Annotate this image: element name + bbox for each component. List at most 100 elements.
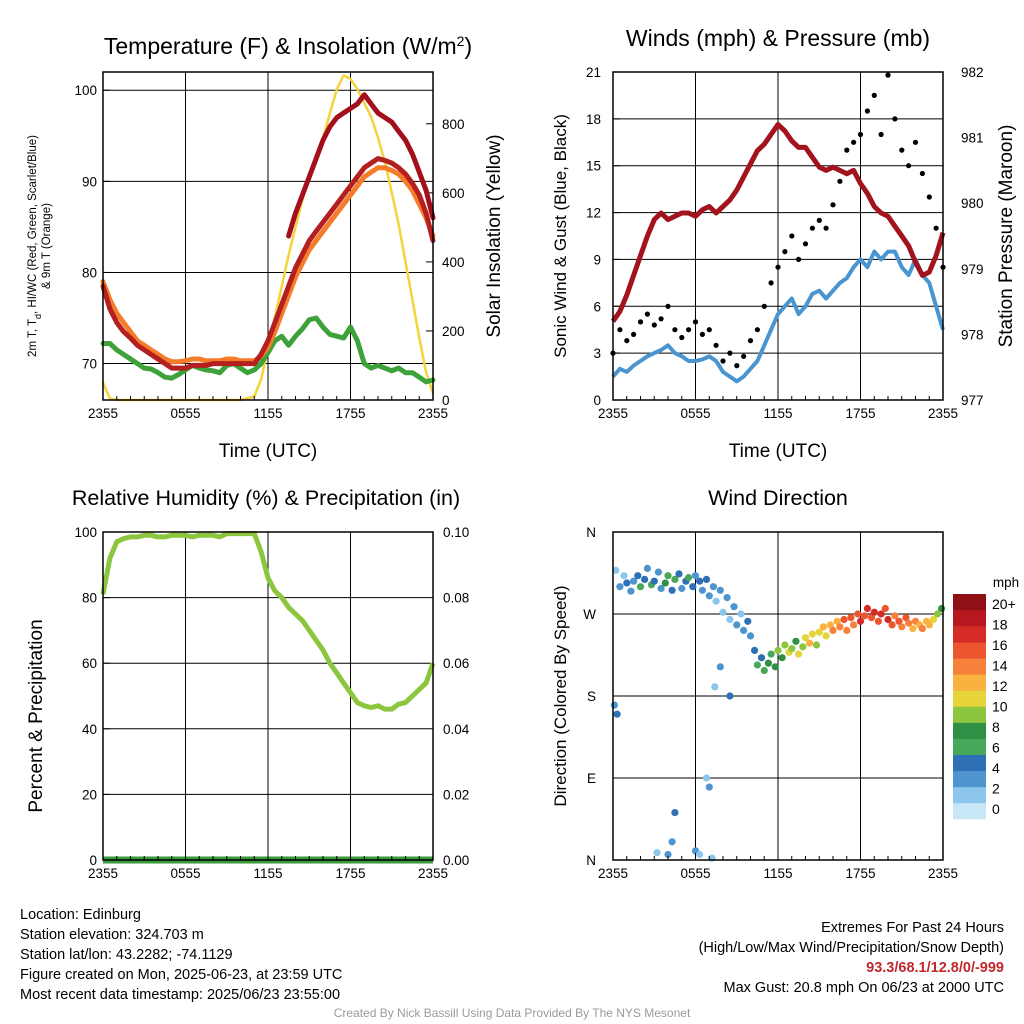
direction-point [863,604,872,613]
direction-point [764,659,773,667]
gust-point [651,322,657,328]
y-tick-label: 9 [593,252,601,267]
colorbar-swatch [953,658,986,675]
series-relative-humidity [100,531,436,712]
y-tick-label: 80 [82,591,97,606]
x-tick-label: 2355 [418,866,448,881]
direction-point [641,575,649,584]
station-info: Location: Edinburg Station elevation: 32… [20,905,342,1005]
y-tick-label: E [587,771,596,786]
direction-point [856,617,865,625]
extremes-subtitle: (High/Low/Max Wind/Precipitation/Snow De… [698,940,1004,956]
direction-point [870,608,878,616]
colorbar-swatch [953,722,986,739]
chart-title: Temperature (F) & Insolation (W/m2) [104,33,472,59]
direction-point [929,615,938,624]
direction-point [696,850,704,859]
direction-point [675,570,683,578]
gust-point [926,194,932,200]
colorbar-swatch [953,754,986,772]
gust-point [699,331,706,337]
gust-point [933,225,939,231]
gust-point [768,280,774,286]
y-tick-label: 6 [593,299,601,314]
direction-point [685,574,693,582]
direction-point [938,604,946,613]
x-axis-label: Time (UTC) [219,441,318,462]
direction-point [705,592,713,600]
winds-panel: Winds (mph) & Pressure (mb) 0 3 6 9 12 15 18 21 9… [551,25,1017,462]
recent-data-text: Most recent data timestamp: 2025/06/23 2… [20,987,341,1003]
gust-point [741,353,747,359]
x-tick-label: 2355 [88,866,118,881]
direction-point [781,641,789,649]
colorbar-swatch [953,674,986,691]
direction-point [753,661,762,669]
x-tick-label: 1155 [253,866,282,881]
direction-point [657,584,665,593]
direction-point [668,586,676,594]
direction-point [689,583,697,591]
gust-point [802,241,809,247]
series-temperature [100,156,436,371]
credit-text: Created By Nick Bassill Using Data Provi… [333,1006,691,1020]
gust-point [864,108,871,114]
y-tick-label: 0 [593,393,601,408]
location-text: Location: Edinburg [20,907,141,923]
direction-point [933,610,942,618]
y2-tick-label: 0.00 [443,853,469,868]
direction-point [877,610,885,618]
direction-point [702,774,711,782]
direction-point [847,614,855,622]
direction-point [826,621,834,629]
direction-point [874,617,883,625]
gust-point [665,303,671,309]
gust-point [775,264,781,270]
gust-point [912,139,919,145]
latlon-text: Station lat/lon: 43.2282; -74.1129 [20,947,233,963]
extremes-values: 93.3/68.1/12.8/0/-999 [866,960,1004,976]
direction-point [636,583,645,591]
direction-point [891,612,899,620]
y2-tick-label: 980 [961,196,984,211]
y2-tick-label: 400 [442,255,465,270]
y2-tick-label: 982 [961,65,984,80]
temperature-panel: Temperature (F) & Insolation (W/m2) 70 80 9… [27,33,505,462]
direction-point [650,577,658,585]
direction-point [884,615,892,624]
direction-point [829,626,837,635]
direction-point [840,615,848,624]
direction-point [792,637,800,645]
colorbar-label: 2 [992,780,1000,796]
x-tick-label: 1155 [253,406,282,421]
y-tick-label: 70 [82,357,97,372]
x-tick-label: 1755 [335,866,365,881]
y-tick-label: N [586,853,596,868]
chart-title: Wind Direction [708,486,848,510]
direction-point [664,572,672,580]
y-tick-label: 100 [74,83,97,98]
direction-point [925,621,933,629]
colorbar-swatch [953,610,986,627]
direction-point [801,634,810,642]
y-tick-label: 21 [586,65,601,80]
gust-point [899,147,905,153]
direction-point [746,632,755,640]
max-gust-text: Max Gust: 20.8 mph On 06/23 at 2000 UTC [723,980,1004,996]
gust-point [658,316,664,322]
gust-point [644,311,651,317]
direction-point [610,701,619,709]
direction-point [819,623,828,631]
gust-point [679,334,685,341]
gust-point [906,163,912,169]
chart-title: Winds (mph) & Pressure (mb) [626,25,930,51]
gust-point [734,363,740,369]
direction-point [808,630,817,638]
colorbar-label: 8 [992,719,1000,735]
direction-point [726,615,734,624]
y2-tick-label: 981 [961,131,984,146]
y-tick-label: 60 [82,656,97,671]
y-tick-label: 90 [82,174,97,189]
direction-point [723,594,731,602]
direction-point [612,566,620,574]
